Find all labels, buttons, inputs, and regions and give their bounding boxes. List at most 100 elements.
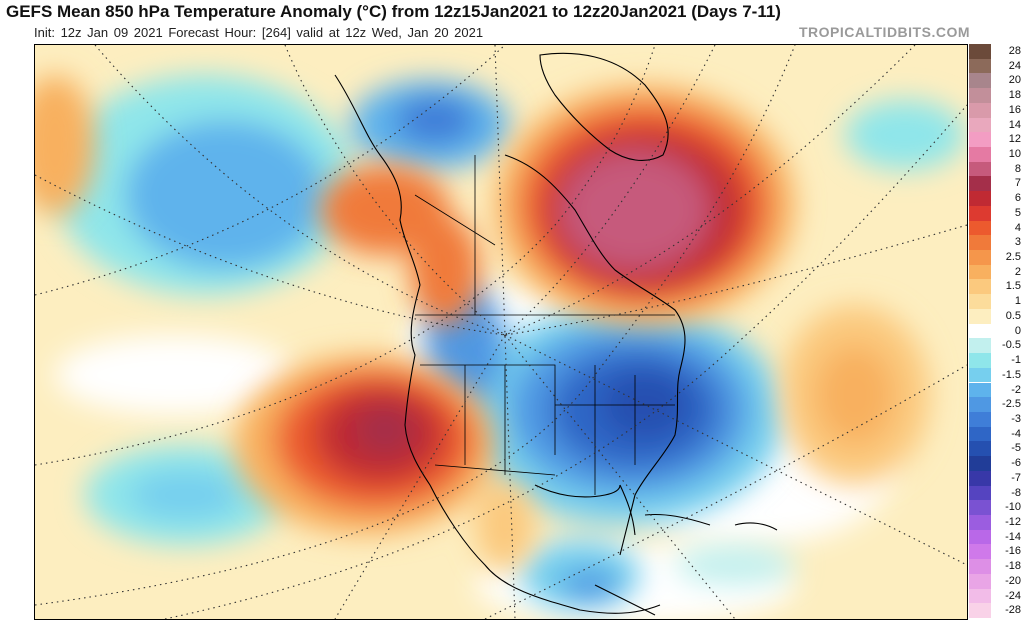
legend-label: -0.5 — [1002, 339, 1021, 352]
legend-swatch — [969, 588, 991, 604]
anomaly-map — [34, 44, 968, 620]
legend-swatch — [969, 44, 991, 59]
anomaly-map-svg — [35, 45, 967, 619]
legend-swatch — [969, 485, 991, 501]
legend-entry: 0.5 — [969, 308, 1024, 324]
legend-entry: 5 — [969, 205, 1024, 221]
legend-label: 7 — [1014, 177, 1021, 190]
legend-swatch — [969, 176, 991, 192]
legend-entry: -24 — [969, 588, 1024, 604]
legend-swatch — [969, 500, 991, 515]
legend-entry: 16 — [969, 102, 1024, 118]
legend-entry: 7 — [969, 176, 1024, 192]
legend-entry: -16 — [969, 544, 1024, 560]
legend-entry: -5 — [969, 441, 1024, 457]
legend-label: -1.5 — [1002, 368, 1021, 381]
legend-swatch — [969, 279, 991, 295]
legend-swatch — [969, 235, 991, 251]
legend-entry: 10 — [969, 147, 1024, 162]
legend-label: 12 — [1008, 133, 1021, 146]
legend-label: 28 — [1008, 45, 1021, 57]
legend-label: 0.5 — [1005, 309, 1021, 322]
legend-swatch — [969, 367, 991, 383]
legend-entry: 1 — [969, 294, 1024, 309]
legend-swatch — [969, 294, 991, 309]
legend-swatch — [969, 102, 991, 118]
legend-swatch — [969, 73, 991, 89]
legend-label: 24 — [1008, 59, 1021, 72]
legend-entry: 4 — [969, 220, 1024, 236]
brand-watermark: TROPICALTIDBITS.COM — [798, 24, 970, 40]
legend-swatch — [969, 191, 991, 206]
legend-entry: -1.5 — [969, 367, 1024, 383]
legend-swatch — [969, 147, 991, 162]
legend-label: -24 — [1005, 589, 1021, 602]
legend-label: 10 — [1008, 148, 1021, 161]
legend-entry: 0 — [969, 323, 1024, 339]
legend-swatch — [969, 397, 991, 412]
legend-label: -8 — [1011, 486, 1021, 499]
legend-entry: -2.5 — [969, 397, 1024, 412]
legend-swatch — [969, 58, 991, 74]
legend-swatch — [969, 117, 991, 133]
legend-label: -2.5 — [1002, 398, 1021, 411]
legend-entry: -10 — [969, 500, 1024, 515]
legend-swatch — [969, 573, 991, 589]
legend-swatch — [969, 426, 991, 442]
legend-entry: -0.5 — [969, 338, 1024, 354]
legend-label: -3 — [1011, 412, 1021, 425]
legend-swatch — [969, 250, 991, 265]
legend-label: 20 — [1008, 74, 1021, 87]
legend-label: -18 — [1005, 560, 1021, 573]
borders — [414, 155, 675, 495]
legend-entry: 8 — [969, 161, 1024, 177]
legend-label: -16 — [1005, 545, 1021, 558]
legend-swatch — [969, 382, 991, 398]
legend-entry: -8 — [969, 485, 1024, 501]
warm-anomalies — [35, 75, 930, 570]
legend-label: -12 — [1005, 515, 1021, 528]
legend-entry: -6 — [969, 456, 1024, 471]
legend-swatch — [969, 338, 991, 354]
legend-label: -5 — [1011, 442, 1021, 455]
legend-entry: 20 — [969, 73, 1024, 89]
legend-label: -4 — [1011, 427, 1021, 440]
legend-entry: -3 — [969, 411, 1024, 427]
legend-label: 4 — [1014, 221, 1021, 234]
legend-entry: 24 — [969, 58, 1024, 74]
legend-swatch — [969, 205, 991, 221]
legend-swatch — [969, 559, 991, 574]
legend-entry: -18 — [969, 559, 1024, 574]
legend-label: 16 — [1008, 103, 1021, 116]
legend-entry: -1 — [969, 353, 1024, 368]
legend-swatch — [969, 323, 991, 339]
map-title: GEFS Mean 850 hPa Temperature Anomaly (°… — [6, 2, 781, 21]
legend-label: 18 — [1008, 89, 1021, 102]
legend-swatch — [969, 544, 991, 560]
legend-entry: -12 — [969, 514, 1024, 530]
legend-swatch — [969, 220, 991, 236]
legend-entry: -20 — [969, 573, 1024, 589]
legend-label: 2.5 — [1005, 251, 1021, 264]
legend-swatch — [969, 411, 991, 427]
legend-swatch — [969, 161, 991, 177]
legend-label: -20 — [1005, 574, 1021, 587]
legend-swatch — [969, 88, 991, 103]
legend-entry: -2 — [969, 382, 1024, 398]
legend-entry: 2 — [969, 264, 1024, 280]
map-subtitle: Init: 12z Jan 09 2021 Forecast Hour: [26… — [34, 25, 484, 40]
legend-label: -14 — [1005, 530, 1021, 543]
legend-swatch — [969, 264, 991, 280]
legend-label: 6 — [1014, 192, 1021, 205]
legend-swatch — [969, 441, 991, 457]
legend-label: 5 — [1014, 206, 1021, 219]
legend-entry: -28 — [969, 603, 1024, 618]
legend-swatch — [969, 132, 991, 147]
legend-label: -7 — [1011, 471, 1021, 484]
legend-swatch — [969, 353, 991, 368]
legend-entry: 14 — [969, 117, 1024, 133]
legend-label: 8 — [1014, 162, 1021, 175]
legend-entry: 28 — [969, 44, 1024, 59]
legend-entry: 3 — [969, 235, 1024, 251]
legend-entry: 12 — [969, 132, 1024, 147]
